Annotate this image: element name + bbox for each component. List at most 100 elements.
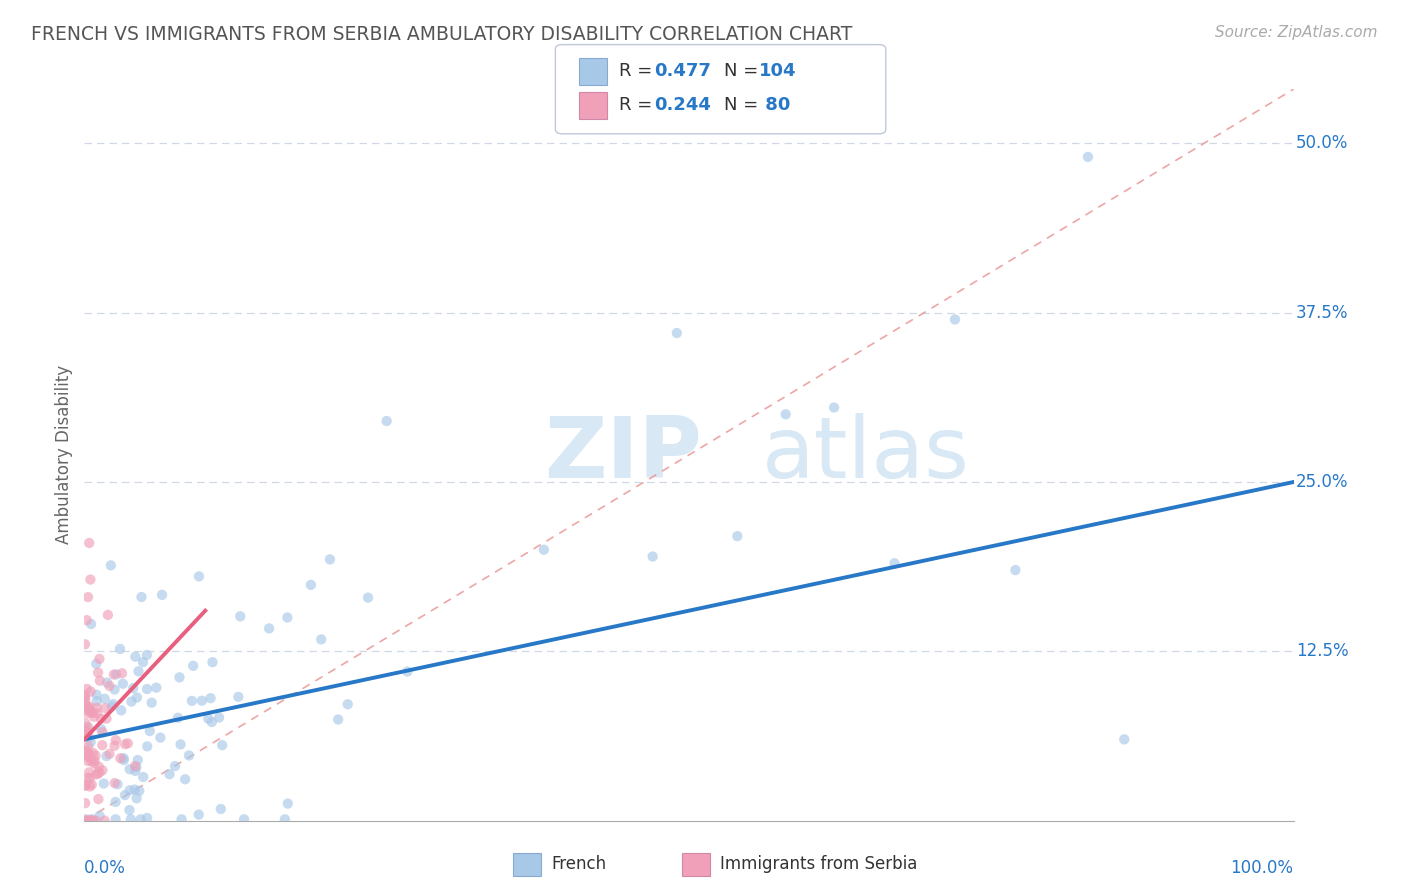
Point	[77, 747, 100, 761]
Point	[299, 578, 322, 592]
Point	[124, 649, 146, 664]
Point	[86, 706, 108, 721]
Text: 0.244: 0.244	[654, 96, 710, 114]
Point	[149, 731, 172, 745]
Point	[257, 622, 280, 636]
Point	[181, 658, 204, 673]
Point	[80, 735, 103, 749]
Point	[209, 802, 232, 816]
Point	[79, 813, 101, 827]
Text: N =: N =	[724, 62, 758, 80]
Point	[75, 729, 97, 743]
Point	[114, 788, 136, 802]
Point	[104, 776, 127, 790]
Point	[208, 710, 231, 724]
Point	[124, 759, 146, 773]
Point	[82, 706, 104, 720]
Point	[76, 720, 98, 734]
Point	[136, 682, 159, 697]
Point	[89, 652, 111, 666]
Point	[89, 809, 111, 823]
Text: R =: R =	[619, 96, 652, 114]
Point	[73, 778, 96, 792]
Point	[84, 814, 107, 828]
Point	[111, 666, 134, 681]
Point	[96, 712, 118, 726]
Point	[76, 613, 98, 627]
Point	[83, 756, 105, 771]
Point	[326, 713, 349, 727]
Point	[336, 698, 359, 712]
Point	[77, 765, 100, 780]
Point	[82, 814, 104, 828]
Point	[197, 712, 219, 726]
Point	[114, 737, 136, 751]
Point	[83, 710, 105, 724]
Point	[87, 766, 110, 780]
Point	[79, 780, 101, 794]
Point	[77, 754, 100, 768]
Point	[77, 750, 100, 764]
Point	[128, 783, 150, 797]
Point	[90, 723, 112, 737]
Point	[103, 739, 125, 753]
Point	[177, 748, 200, 763]
Point	[110, 751, 132, 765]
Point	[77, 590, 100, 604]
Point	[191, 694, 214, 708]
Point	[93, 814, 115, 828]
Point	[86, 694, 108, 708]
Point	[107, 777, 129, 791]
Point	[101, 697, 124, 711]
Point	[145, 681, 167, 695]
Y-axis label: Ambulatory Disability: Ambulatory Disability	[55, 366, 73, 544]
Point	[73, 690, 96, 705]
Text: R =: R =	[619, 62, 652, 80]
Point	[96, 675, 118, 690]
Point	[167, 711, 190, 725]
Point	[79, 704, 101, 718]
Point	[150, 588, 173, 602]
Point	[641, 549, 664, 564]
Point	[73, 637, 96, 651]
Point	[228, 690, 250, 704]
Point	[83, 754, 105, 768]
Point	[91, 725, 114, 739]
Point	[725, 529, 748, 543]
Point	[86, 701, 108, 715]
Point	[75, 812, 97, 826]
Point	[201, 714, 224, 729]
Point	[274, 812, 297, 826]
Point	[77, 720, 100, 734]
Point	[132, 655, 155, 669]
Point	[110, 703, 132, 717]
Point	[118, 762, 141, 776]
Text: 25.0%: 25.0%	[1296, 473, 1348, 491]
Point	[129, 812, 152, 826]
Point	[89, 765, 111, 780]
Point	[170, 812, 193, 826]
Point	[112, 753, 135, 767]
Point	[100, 699, 122, 714]
Point	[775, 407, 797, 421]
Point	[103, 667, 125, 681]
Point	[823, 401, 845, 415]
Point	[93, 776, 115, 790]
Point	[75, 692, 97, 706]
Point	[80, 755, 103, 769]
Point	[125, 760, 148, 774]
Point	[127, 753, 149, 767]
Text: N =: N =	[724, 96, 758, 114]
Point	[120, 694, 142, 708]
Point	[86, 767, 108, 781]
Point	[76, 703, 98, 717]
Point	[118, 783, 141, 797]
Point	[111, 676, 134, 690]
Point	[97, 607, 120, 622]
Point	[93, 691, 115, 706]
Point	[117, 736, 139, 750]
Point	[80, 617, 103, 632]
Point	[75, 796, 97, 810]
Point	[169, 670, 191, 684]
Text: ZIP: ZIP	[544, 413, 702, 497]
